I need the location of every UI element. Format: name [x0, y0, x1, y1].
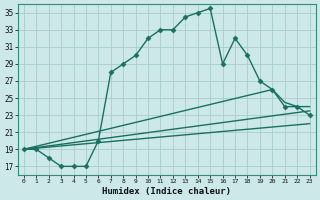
X-axis label: Humidex (Indice chaleur): Humidex (Indice chaleur) [102, 187, 231, 196]
